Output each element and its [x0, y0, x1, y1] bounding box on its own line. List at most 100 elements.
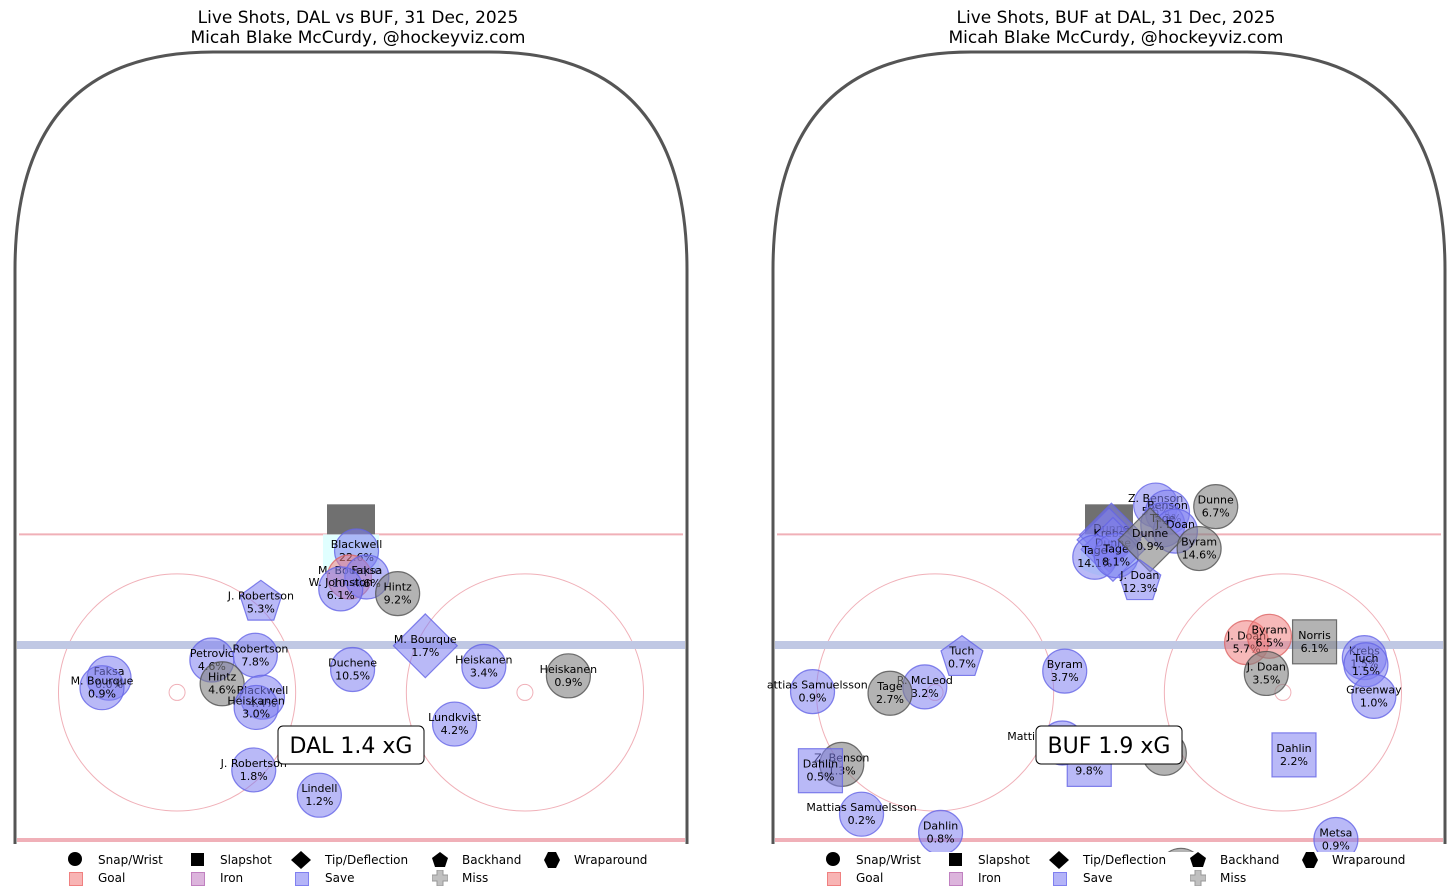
boards — [771, 50, 1447, 844]
shot-xg-label: 0.8% — [927, 832, 955, 845]
snap-circle — [199, 661, 245, 707]
legend-slapshot: Slapshot — [220, 853, 272, 867]
backhand-pentagon — [940, 634, 984, 677]
legend-iron: Iron — [220, 871, 244, 885]
shot-player-label: Tage — [876, 680, 903, 693]
wraparound-icon — [1302, 852, 1318, 868]
legend: Snap/Wrist Slapshot Tip/Deflection Backh… — [766, 851, 1456, 892]
shot-xg-label: 6.1% — [1301, 642, 1329, 655]
legend-tip-deflection: Tip/Deflection — [325, 853, 409, 867]
shot-player-label: Blackwell — [331, 538, 383, 551]
snap-circle — [1243, 650, 1289, 697]
shot-player-label: R. McLeod — [897, 674, 953, 687]
shot-xg-label: 7.8% — [241, 655, 269, 668]
shot-player-label: Lindell — [301, 782, 337, 795]
save-swatch-icon — [295, 872, 309, 886]
shot-xg-label: 6.5% — [1256, 636, 1284, 649]
xg-total-box — [1035, 725, 1183, 765]
legend-snap-wrist: Snap/Wrist — [98, 853, 163, 867]
shot-xg-label: 14.6% — [1182, 549, 1217, 562]
shot-xg-label: 12.3% — [1122, 582, 1157, 595]
shot-player-label: J. Doan — [1119, 569, 1159, 582]
shot-xg-label: 0.7% — [948, 658, 976, 671]
shot-xg-label: 1.2% — [305, 795, 333, 808]
shot-player-label: Petrovic — [190, 647, 234, 660]
shot-player-label: Mattias Samuelsson — [806, 801, 916, 814]
blue-line — [775, 641, 1443, 649]
shot-player-label: Greenway — [1346, 683, 1402, 696]
faceoff-dot — [168, 683, 186, 701]
xg-total-label: DAL 1.4 xG — [290, 734, 413, 759]
shot-player-label: Faksa — [351, 564, 382, 577]
shot-xg-label: 0.2% — [848, 814, 876, 827]
snap-circle — [296, 772, 342, 818]
shot-player-label: Heiskanen — [455, 653, 512, 666]
snap-circle — [867, 670, 913, 716]
shot-xg-label: 9.2% — [384, 594, 412, 607]
legend-save: Save — [1083, 871, 1113, 885]
backhand-pentagon — [1118, 559, 1162, 601]
xg-total-label: BUF 1.9 xG — [1048, 734, 1171, 759]
shot-player-label: W. Johnston — [309, 576, 373, 589]
shot-player-label: J. Robertson — [220, 757, 287, 770]
snap-circle — [375, 571, 421, 617]
snap-circle — [1176, 525, 1222, 572]
slapshot-icon — [949, 853, 962, 866]
shot-xg-label: 1.8% — [240, 770, 268, 783]
slapshot-square — [1291, 619, 1338, 665]
shot-xg-label: 2.7% — [876, 693, 904, 706]
legend-wraparound: Wraparound — [574, 853, 648, 867]
legend-iron: Iron — [978, 871, 1002, 885]
shot-player-label: M. Bourque — [394, 633, 457, 646]
snap-circle — [431, 701, 478, 747]
left-panel: Live Shots, DAL vs BUF, 31 Dec, 2025 Mic… — [8, 0, 708, 892]
snap-circle — [233, 684, 279, 731]
legend: Snap/Wrist Slapshot Tip/Deflection Backh… — [8, 851, 708, 892]
goal-swatch-icon — [827, 872, 841, 886]
shot-xg-label: 6.1% — [327, 589, 355, 602]
faceoff-circle — [1163, 573, 1403, 812]
faceoff-circle — [57, 573, 297, 812]
shot-player-label: Hintz — [383, 581, 412, 594]
shot-xg-label: 3.7% — [1051, 671, 1079, 684]
legend-backhand: Backhand — [1220, 853, 1280, 867]
shot-player-label: Tage — [1102, 543, 1129, 556]
legend-miss: Miss — [1220, 871, 1247, 885]
backhand-icon — [432, 852, 448, 867]
snap-circle — [461, 643, 507, 689]
goal-swatch-icon — [69, 872, 83, 886]
shot-player-label: Dahlin — [1276, 742, 1311, 755]
shot-xg-label: 0.9% — [554, 676, 582, 689]
shot-xg-label: 0.9% — [799, 692, 827, 705]
iron-swatch-icon — [191, 872, 205, 886]
xg-total-box — [277, 725, 425, 765]
snap-circle — [545, 653, 592, 699]
snap-circle — [231, 747, 277, 793]
right-panel: Live Shots, BUF at DAL, 31 Dec, 2025 Mic… — [766, 0, 1456, 892]
shot-xg-label: 0.9% — [88, 688, 116, 701]
shot-xg-label: 3.4% — [470, 666, 498, 679]
snap-circle — [1042, 648, 1088, 694]
shot-player-label: J. Robertson — [221, 642, 288, 655]
shot-xg-label: 2.2% — [1280, 755, 1308, 768]
shot-player-label: Tuch — [948, 645, 974, 658]
shot-player-label: M. Bourque — [71, 675, 134, 688]
shot-player-label: Dahlin — [803, 758, 838, 771]
slapshot-icon — [191, 853, 204, 866]
rink-chart-dal: Blackwell22.6%M. Bourque10.4%Faksa4.6%W.… — [13, 50, 689, 844]
